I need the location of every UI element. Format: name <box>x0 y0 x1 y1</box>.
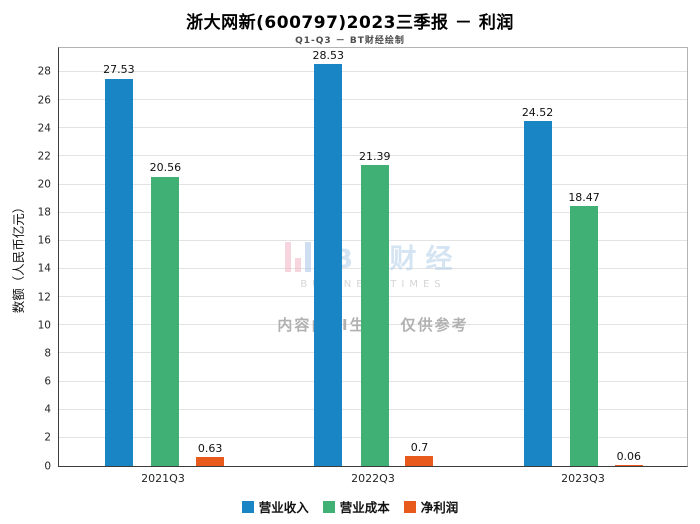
legend-item-净利润: 净利润 <box>403 497 459 516</box>
bar-groups: 27.53 20.56 0.63 28.53 21.39 0.7 24.52 18.47 0.0… <box>59 48 687 466</box>
bar-value-label: 0.7 <box>410 440 429 454</box>
legend-label: 营业收入 <box>258 500 309 515</box>
legend-swatch <box>241 500 254 513</box>
legend-label: 营业成本 <box>339 500 390 515</box>
bar-净利润-2022Q3: 0.7 <box>405 48 434 466</box>
bar-group-2021Q3: 27.53 20.56 0.63 <box>59 48 268 466</box>
bar <box>151 176 180 466</box>
gridline <box>59 99 687 101</box>
x-axis-ticks: 2021Q3 2022Q3 2023Q3 <box>58 472 688 485</box>
bar-营业成本-2022Q3: 21.39 <box>358 48 391 466</box>
bar <box>104 78 133 466</box>
chart-title: 浙大网新(600797)2023三季报 － 利润 <box>186 13 514 33</box>
bar-value-label: 18.47 <box>568 190 600 204</box>
bar-value-label: 24.52 <box>521 105 554 119</box>
y-tick-label: 18 <box>37 206 51 219</box>
legend-swatch <box>403 500 416 513</box>
y-tick-label: 8 <box>44 347 51 360</box>
legend-item-营业收入: 营业收入 <box>241 497 309 516</box>
bar <box>360 164 389 466</box>
y-tick-label: 28 <box>37 65 51 78</box>
y-tick-label: 12 <box>37 290 51 303</box>
bar-value-label: 0.63 <box>197 441 223 455</box>
bar-净利润-2021Q3: 0.63 <box>196 48 225 466</box>
y-tick-label: 2 <box>44 431 51 444</box>
bar-净利润-2023Q3: 0.06 <box>614 48 643 466</box>
bar <box>405 456 434 466</box>
bar <box>614 465 643 466</box>
y-tick-label: 14 <box>37 262 51 275</box>
legend: 营业收入 营业成本 净利润 <box>0 497 700 516</box>
bar-营业收入-2022Q3: 28.53 <box>312 48 344 466</box>
y-tick-label: 24 <box>37 121 51 134</box>
y-tick-label: 10 <box>37 319 51 332</box>
plot-area: BT财经 BUSINESSTIMES 内容由AI生成，仅供参考 27.5320.… <box>38 47 688 471</box>
bar-营业成本-2021Q3: 20.56 <box>149 48 182 466</box>
bar-group-2022Q3: 28.53 21.39 0.7 <box>268 48 477 466</box>
gridline <box>59 70 687 72</box>
y-tick-label: 4 <box>44 403 51 416</box>
bar-营业收入-2021Q3: 27.53 <box>103 48 135 466</box>
bar-group-2023Q3: 24.52 18.47 0.06 <box>478 48 687 466</box>
legend-item-营业成本: 营业成本 <box>322 497 390 516</box>
bar <box>196 457 225 466</box>
bar <box>570 206 599 466</box>
y-tick-label: 20 <box>37 178 51 191</box>
x-tick-label: 2023Q3 <box>561 472 605 485</box>
bar-value-label: 28.53 <box>312 49 344 63</box>
chart-subtitle: Q1-Q3 － BT财经绘制 <box>295 36 405 46</box>
bar <box>314 64 343 466</box>
bar-value-label: 0.06 <box>616 449 642 463</box>
y-axis-title: 数额（人民币亿元） <box>11 200 26 314</box>
bar-营业收入-2023Q3: 24.52 <box>521 48 554 466</box>
x-tick-label: 2021Q3 <box>141 472 185 485</box>
y-tick-label: 0 <box>44 459 51 472</box>
bar-value-label: 20.56 <box>149 161 182 175</box>
bar-value-label: 21.39 <box>358 149 391 163</box>
bar-value-label: 27.53 <box>103 63 135 77</box>
y-tick-label: 6 <box>44 375 51 388</box>
bar <box>523 120 552 466</box>
legend-label: 净利润 <box>420 500 459 515</box>
y-tick-label: 26 <box>37 93 51 106</box>
x-tick-label: 2022Q3 <box>351 472 395 485</box>
legend-swatch <box>322 500 335 513</box>
gridline <box>59 155 687 157</box>
y-tick-label: 16 <box>37 234 51 247</box>
y-tick-label: 22 <box>37 150 51 163</box>
bar-营业成本-2023Q3: 18.47 <box>568 48 600 466</box>
gridline <box>59 127 687 129</box>
